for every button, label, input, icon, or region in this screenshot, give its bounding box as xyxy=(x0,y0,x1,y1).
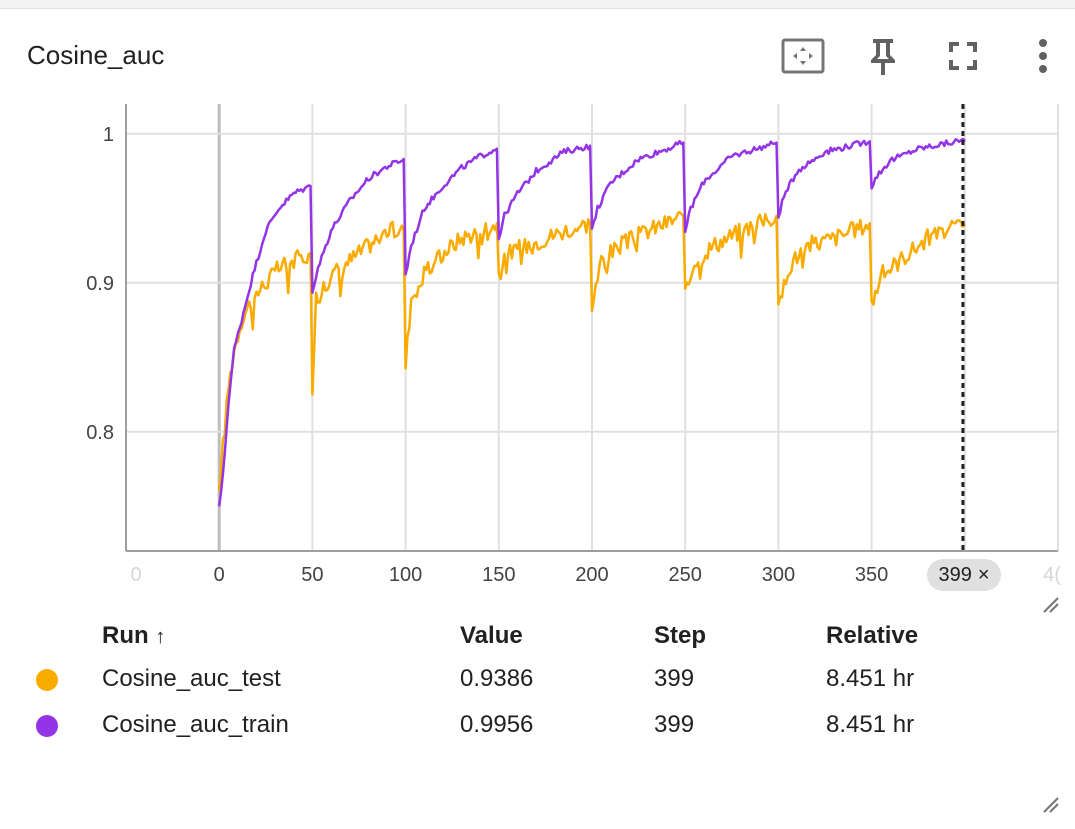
value-column-header[interactable]: Value xyxy=(460,622,523,649)
run-name: Cosine_auc_train xyxy=(102,711,289,738)
top-divider xyxy=(0,0,1075,9)
more-options-button[interactable] xyxy=(1020,36,1066,76)
y-tick-label: 0.9 xyxy=(86,273,114,295)
step-column-header[interactable]: Step xyxy=(654,622,707,649)
y-axis-labels: 0.8 0.9 1 xyxy=(86,124,114,444)
relative-column-header[interactable]: Relative xyxy=(826,622,919,649)
color-column-header xyxy=(24,616,102,656)
close-icon[interactable]: × xyxy=(977,563,990,586)
table-row: Cosine_auc_train 0.9956 399 8.451 hr xyxy=(24,702,1026,748)
series-line-Cosine_auc_train xyxy=(217,138,964,507)
line-chart[interactable]: 0 50 100 150 200 250 300 350 0 4( 0.8 0.9 1 xyxy=(0,90,1075,600)
table-header-row: Run ↑ Value Step Relative xyxy=(24,616,1026,656)
x-tick-label: 300 xyxy=(762,564,795,586)
x-edge-label: 0 xyxy=(130,564,141,586)
run-color-cell xyxy=(24,702,102,748)
table-row: Cosine_auc_test 0.9386 399 8.451 hr xyxy=(24,656,1026,702)
fullscreen-button[interactable] xyxy=(940,36,986,76)
series-line-Cosine_auc_test xyxy=(217,210,964,492)
x-edge-label: 4( xyxy=(1043,564,1061,586)
step-chip-value: 399 xyxy=(938,563,972,586)
x-tick-label: 200 xyxy=(575,564,608,586)
run-header-label: Run xyxy=(102,622,149,649)
run-step: 399 xyxy=(654,665,695,692)
pin-icon xyxy=(871,39,895,75)
run-relative: 8.451 hr xyxy=(826,665,915,692)
card-title: Cosine_auc xyxy=(27,40,165,70)
run-column-header[interactable]: Run ↑ xyxy=(102,616,460,656)
resize-handle-icon[interactable] xyxy=(1042,596,1060,614)
run-name: Cosine_auc_test xyxy=(102,665,281,692)
run-relative: 8.451 hr xyxy=(826,711,915,738)
x-tick-label: 50 xyxy=(301,564,323,586)
x-tick-label: 250 xyxy=(669,564,702,586)
x-tick-label: 350 xyxy=(855,564,888,586)
y-tick-label: 0.8 xyxy=(86,422,114,444)
x-axis-labels: 0 50 100 150 200 250 300 350 0 4( xyxy=(130,564,1061,586)
run-value: 0.9386 xyxy=(460,665,534,692)
run-color-dot xyxy=(36,714,58,737)
run-color-cell xyxy=(24,656,102,702)
y-tick-label: 1 xyxy=(103,124,114,146)
run-step: 399 xyxy=(654,711,695,738)
step-chip[interactable]: 399 × xyxy=(927,559,1001,591)
run-color-dot xyxy=(36,668,58,691)
fit-domain-button[interactable] xyxy=(780,36,826,76)
x-tick-label: 0 xyxy=(214,564,225,586)
sort-arrow-icon: ↑ xyxy=(155,626,166,648)
run-value: 0.9956 xyxy=(460,711,534,738)
grid-lines xyxy=(126,104,1059,551)
fullscreen-icon xyxy=(949,42,977,70)
runs-table: Run ↑ Value Step Relative Cosine_auc_tes… xyxy=(24,616,1026,748)
more-vert-icon xyxy=(1039,39,1047,73)
fit-domain-icon xyxy=(781,38,825,74)
pin-button[interactable] xyxy=(860,36,906,76)
resize-handle-icon[interactable] xyxy=(1042,796,1060,814)
x-tick-label: 150 xyxy=(482,564,515,586)
x-tick-label: 100 xyxy=(389,564,422,586)
